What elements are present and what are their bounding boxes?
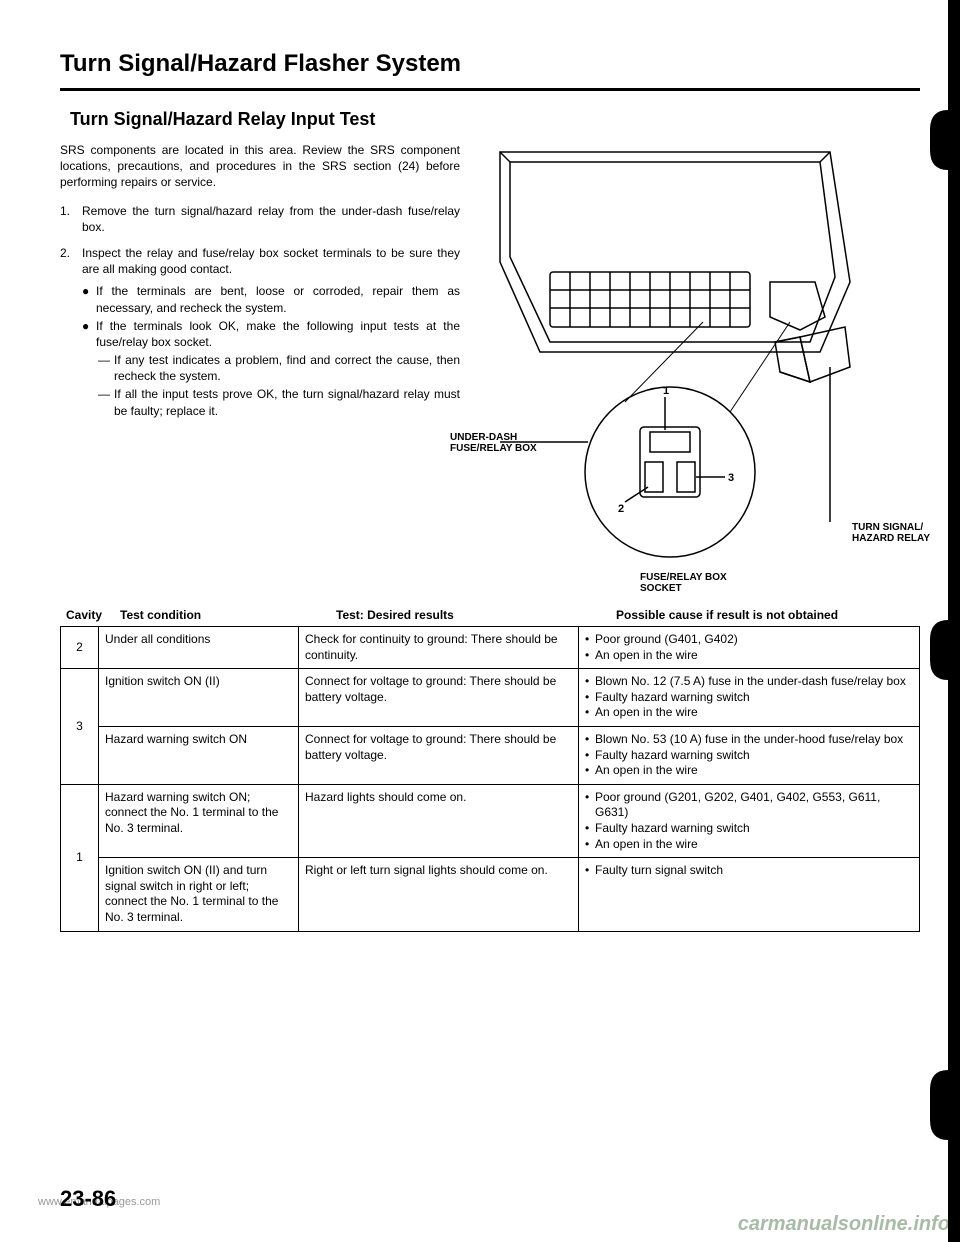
cause-cell: •Poor ground (G201, G202, G401, G402, G5…: [579, 784, 920, 857]
bullet-text: If the terminals are bent, loose or corr…: [96, 283, 460, 315]
cavity-cell: 2: [61, 627, 99, 669]
title-rule: [60, 88, 920, 91]
header-cavity: Cavity: [60, 608, 120, 622]
bullet-icon: ●: [82, 318, 96, 421]
step-number: 2.: [60, 245, 82, 423]
intro-paragraph: SRS components are located in this area.…: [60, 142, 460, 191]
test-table: 2 Under all conditions Check for continu…: [60, 626, 920, 932]
results-cell: Hazard lights should come on.: [299, 784, 579, 857]
bullet-text-wrap: If the terminals look OK, make the follo…: [96, 318, 460, 421]
header-cause: Possible cause if result is not obtained: [610, 608, 920, 622]
watermark-site: carmanualsonline.info: [738, 1213, 950, 1236]
dash-text: If all the input tests prove OK, the tur…: [114, 386, 460, 418]
dash-icon: —: [96, 352, 114, 384]
dash-item: —If any test indicates a problem, find a…: [96, 352, 460, 384]
bullet-item: ●If the terminals are bent, loose or cor…: [82, 283, 460, 315]
label-underdash: UNDER-DASH FUSE/RELAY BOX: [450, 432, 537, 454]
callout-2: 2: [618, 503, 624, 515]
page-title: Turn Signal/Hazard Flasher System: [60, 50, 920, 78]
instructions-column: SRS components are located in this area.…: [60, 142, 460, 592]
table-row: 1 Hazard warning switch ON; connect the …: [61, 784, 920, 857]
bullet-item: ● If the terminals look OK, make the fol…: [82, 318, 460, 421]
diagram-column: 1 2 3 UNDER-DASH FUSE/RELAY BOX TURN SIG…: [470, 142, 920, 592]
label-socket: FUSE/RELAY BOX SOCKET: [640, 572, 727, 594]
dash-list: —If any test indicates a problem, find a…: [96, 352, 460, 419]
table-header-row: Cavity Test condition Test: Desired resu…: [60, 608, 920, 626]
results-cell: Connect for voltage to ground: There sho…: [299, 726, 579, 784]
step-item: 1. Remove the turn signal/hazard relay f…: [60, 203, 460, 235]
results-cell: Check for continuity to ground: There sh…: [299, 627, 579, 669]
header-condition: Test condition: [120, 608, 330, 622]
page-tab-icon: [930, 0, 960, 1242]
callout-1: 1: [663, 385, 669, 397]
content-columns: SRS components are located in this area.…: [60, 142, 920, 592]
step-text: Remove the turn signal/hazard relay from…: [82, 203, 460, 235]
condition-cell: Hazard warning switch ON; connect the No…: [99, 784, 299, 857]
dash-icon: —: [96, 386, 114, 418]
condition-cell: Hazard warning switch ON: [99, 726, 299, 784]
step-list: 1. Remove the turn signal/hazard relay f…: [60, 203, 460, 423]
test-table-section: Cavity Test condition Test: Desired resu…: [60, 608, 920, 932]
step-body: Inspect the relay and fuse/relay box soc…: [82, 245, 460, 423]
cavity-cell: 3: [61, 669, 99, 785]
cavity-cell: 1: [61, 784, 99, 931]
dash-text: If any test indicates a problem, find an…: [114, 352, 460, 384]
bullet-list: ●If the terminals are bent, loose or cor…: [82, 283, 460, 421]
callout-3: 3: [728, 472, 734, 484]
step-text: Inspect the relay and fuse/relay box soc…: [82, 246, 460, 276]
condition-cell: Ignition switch ON (II) and turn signal …: [99, 858, 299, 931]
page-number: 23-86: [60, 1186, 116, 1212]
bullet-text: If the terminals look OK, make the follo…: [96, 319, 460, 349]
cause-cell: •Poor ground (G401, G402) •An open in th…: [579, 627, 920, 669]
table-row: 3 Ignition switch ON (II) Connect for vo…: [61, 669, 920, 727]
results-cell: Connect for voltage to ground: There sho…: [299, 669, 579, 727]
header-results: Test: Desired results: [330, 608, 610, 622]
manual-page: Turn Signal/Hazard Flasher System Turn S…: [0, 0, 960, 1242]
condition-cell: Under all conditions: [99, 627, 299, 669]
relay-diagram: 1 2 3: [470, 142, 870, 572]
results-cell: Right or left turn signal lights should …: [299, 858, 579, 931]
cause-cell: •Blown No. 12 (7.5 A) fuse in the under-…: [579, 669, 920, 727]
section-title: Turn Signal/Hazard Relay Input Test: [70, 109, 920, 130]
cause-cell: •Blown No. 53 (10 A) fuse in the under-h…: [579, 726, 920, 784]
step-number: 1.: [60, 203, 82, 235]
cause-cell: •Faulty turn signal switch: [579, 858, 920, 931]
bullet-icon: ●: [82, 283, 96, 315]
table-row: Ignition switch ON (II) and turn signal …: [61, 858, 920, 931]
table-row: Hazard warning switch ON Connect for vol…: [61, 726, 920, 784]
condition-cell: Ignition switch ON (II): [99, 669, 299, 727]
label-turnsignal: TURN SIGNAL/ HAZARD RELAY: [852, 522, 930, 544]
step-item: 2. Inspect the relay and fuse/relay box …: [60, 245, 460, 423]
dash-item: —If all the input tests prove OK, the tu…: [96, 386, 460, 418]
table-row: 2 Under all conditions Check for continu…: [61, 627, 920, 669]
